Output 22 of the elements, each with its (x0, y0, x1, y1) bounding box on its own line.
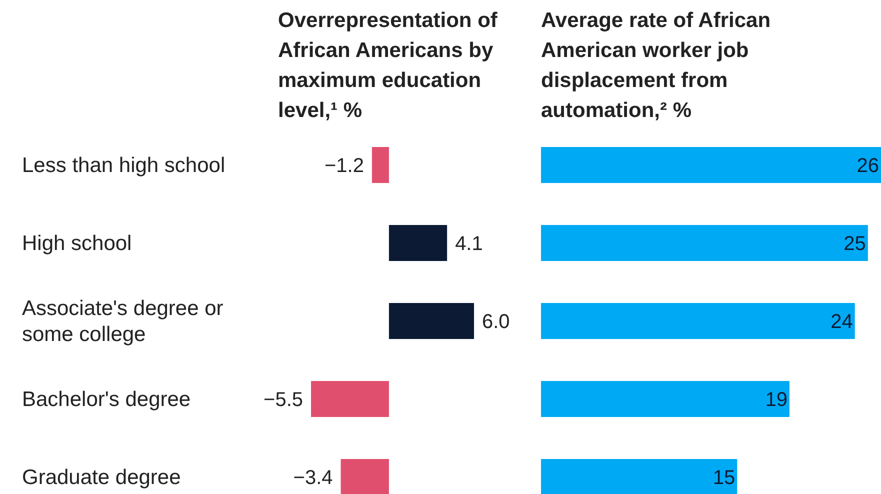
data-label: −5.5 (264, 389, 303, 411)
chart-title: Average rate of African American worker job displacement from automation,² % (541, 8, 772, 124)
y-tick-label: High school (22, 232, 132, 255)
data-label: 6.0 (482, 311, 510, 333)
data-label: 24 (830, 311, 853, 333)
y-tick-label: Graduate degree (22, 466, 181, 489)
y-tick-label: Bachelor's degree (22, 388, 191, 411)
data-label: 26 (856, 155, 879, 177)
data-label: 25 (844, 233, 866, 255)
bar (541, 381, 790, 417)
data-label: 19 (765, 389, 788, 411)
bar (541, 225, 868, 261)
data-label: 4.1 (455, 233, 483, 255)
y-tick-label: Associate's degree or some college (22, 297, 224, 346)
y-tick-label: Less than high school (22, 154, 226, 177)
data-label: −3.4 (293, 467, 333, 489)
bar (541, 459, 738, 494)
bar (541, 303, 855, 339)
chart-title: Overrepresentation of African Americans by maximum education level,¹ % (278, 8, 498, 124)
data-label: 15 (712, 467, 736, 489)
data-label: −1.2 (324, 155, 364, 177)
bar (541, 147, 881, 183)
